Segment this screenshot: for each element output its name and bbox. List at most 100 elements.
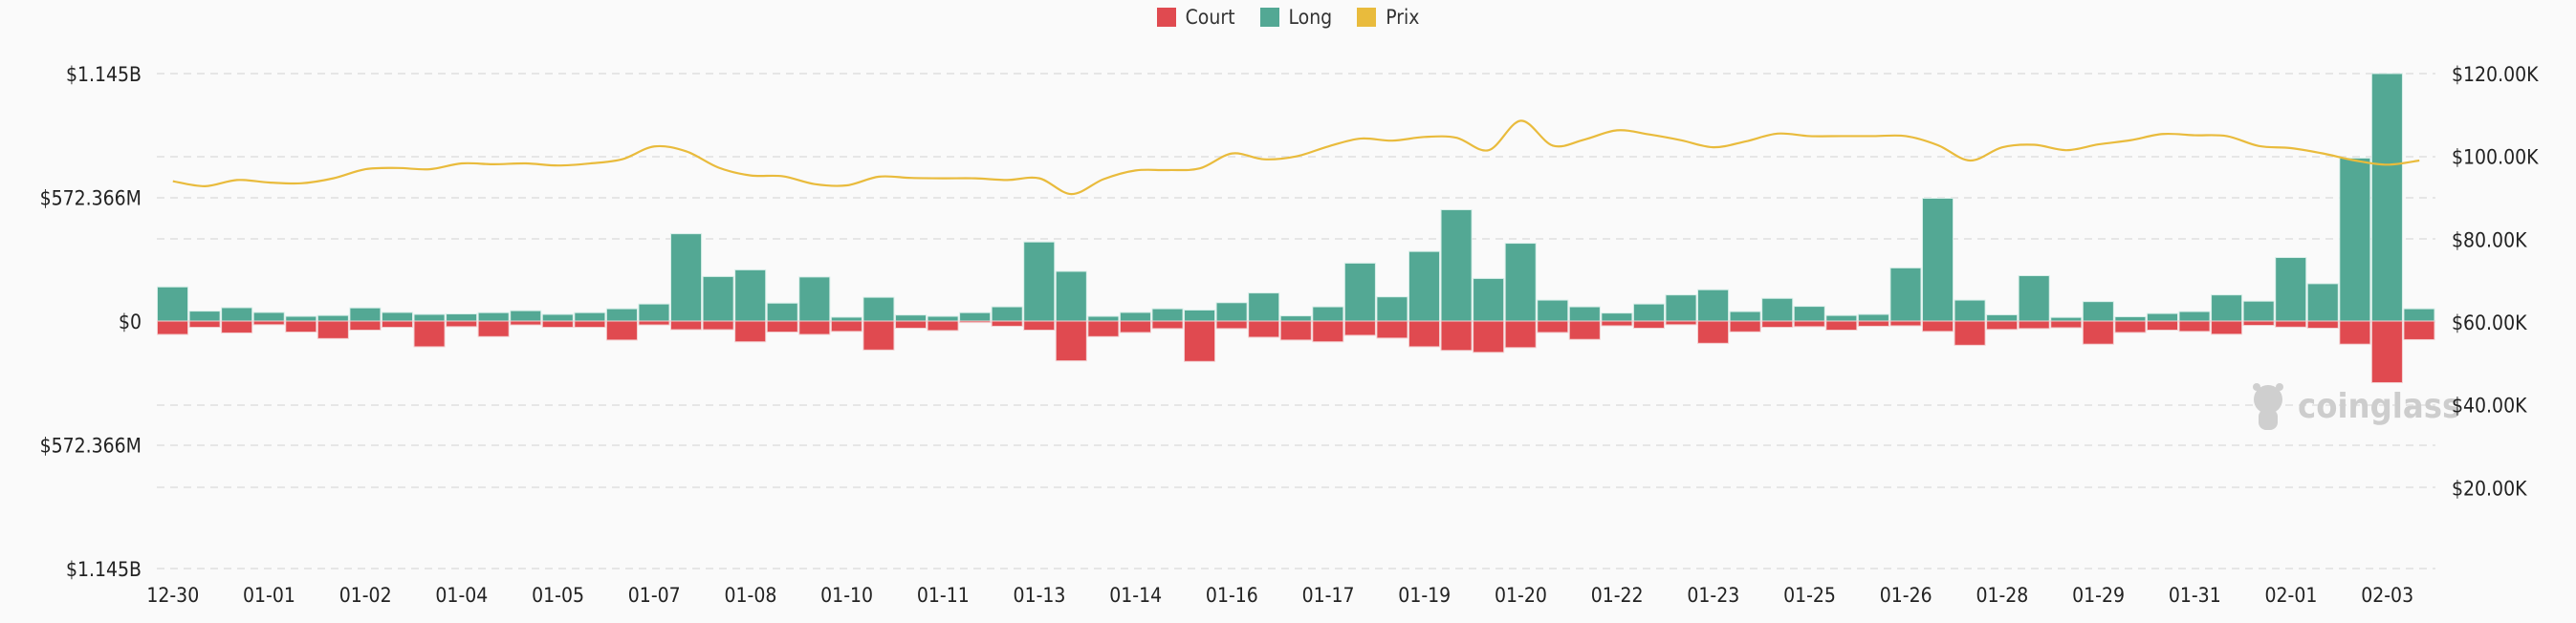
long-bar[interactable] xyxy=(1343,262,1376,322)
long-bar[interactable] xyxy=(413,313,446,322)
long-bar[interactable] xyxy=(798,276,831,322)
long-bar[interactable] xyxy=(285,315,317,322)
short-bar[interactable] xyxy=(2178,320,2211,333)
long-bar[interactable] xyxy=(1023,241,1056,322)
short-bar[interactable] xyxy=(798,320,831,335)
short-bar[interactable] xyxy=(1857,320,1889,327)
short-bar[interactable] xyxy=(1023,320,1056,332)
long-bar[interactable] xyxy=(252,312,285,322)
long-bar[interactable] xyxy=(1087,315,1120,322)
long-bar[interactable] xyxy=(2403,308,2435,322)
short-bar[interactable] xyxy=(574,320,606,329)
short-bar[interactable] xyxy=(2306,320,2339,329)
long-bar[interactable] xyxy=(477,312,510,322)
short-bar[interactable] xyxy=(670,320,703,331)
long-bar[interactable] xyxy=(638,303,670,322)
short-bar[interactable] xyxy=(1729,320,1761,333)
short-bar[interactable] xyxy=(1087,320,1120,337)
long-bar[interactable] xyxy=(1408,250,1441,322)
short-bar[interactable] xyxy=(927,320,959,332)
short-bar[interactable] xyxy=(1889,320,1922,327)
short-bar[interactable] xyxy=(894,320,928,329)
long-bar[interactable] xyxy=(2242,300,2275,322)
long-bar[interactable] xyxy=(2050,316,2083,322)
long-bar[interactable] xyxy=(510,310,542,322)
long-bar[interactable] xyxy=(894,314,928,322)
long-bar[interactable] xyxy=(991,306,1023,322)
long-bar[interactable] xyxy=(2114,315,2147,322)
long-bar[interactable] xyxy=(862,296,895,322)
long-bar[interactable] xyxy=(1825,314,1858,322)
long-bar[interactable] xyxy=(1601,312,1633,322)
long-bar[interactable] xyxy=(702,275,734,322)
short-bar[interactable] xyxy=(1215,320,1248,330)
long-bar[interactable] xyxy=(1312,306,1344,322)
long-bar[interactable] xyxy=(2178,311,2211,322)
long-bar[interactable] xyxy=(157,286,189,322)
long-bar[interactable] xyxy=(1215,302,1248,322)
long-bar[interactable] xyxy=(1184,309,1216,322)
long-bar[interactable] xyxy=(1793,306,1825,322)
long-bar[interactable] xyxy=(446,313,478,322)
short-bar[interactable] xyxy=(2114,320,2147,333)
short-bar[interactable] xyxy=(317,320,349,339)
long-bar[interactable] xyxy=(734,269,767,322)
long-bar[interactable] xyxy=(574,312,606,322)
long-bar[interactable] xyxy=(830,316,862,322)
short-bar[interactable] xyxy=(1601,320,1633,327)
short-bar[interactable] xyxy=(541,320,574,329)
long-bar[interactable] xyxy=(1921,198,1954,322)
short-bar[interactable] xyxy=(1825,320,1858,332)
short-bar[interactable] xyxy=(959,320,992,324)
long-bar[interactable] xyxy=(349,307,382,322)
short-bar[interactable] xyxy=(1151,320,1184,330)
short-bar[interactable] xyxy=(1504,320,1537,349)
long-bar[interactable] xyxy=(1537,299,1569,322)
long-bar[interactable] xyxy=(221,307,253,322)
long-bar[interactable] xyxy=(959,312,992,322)
short-bar[interactable] xyxy=(1119,320,1151,333)
short-bar[interactable] xyxy=(510,320,542,326)
long-bar[interactable] xyxy=(2018,274,2050,322)
short-bar[interactable] xyxy=(1568,320,1601,340)
short-bar[interactable] xyxy=(446,320,478,328)
short-bar[interactable] xyxy=(1793,320,1825,328)
long-bar[interactable] xyxy=(1568,306,1601,322)
short-bar[interactable] xyxy=(734,320,767,343)
short-bar[interactable] xyxy=(1954,320,1986,346)
long-bar[interactable] xyxy=(541,313,574,322)
short-bar[interactable] xyxy=(1697,320,1730,344)
long-bar[interactable] xyxy=(317,314,349,322)
short-bar[interactable] xyxy=(188,320,221,329)
short-bar[interactable] xyxy=(413,320,446,348)
long-bar[interactable] xyxy=(1473,277,1505,322)
short-bar[interactable] xyxy=(605,320,638,341)
short-bar[interactable] xyxy=(2370,320,2403,383)
long-bar[interactable] xyxy=(1504,243,1537,322)
long-bar[interactable] xyxy=(605,308,638,322)
long-bar[interactable] xyxy=(1279,315,1312,322)
legend-item-prix[interactable]: Prix xyxy=(1357,6,1419,29)
long-bar[interactable] xyxy=(1697,289,1730,322)
long-bar[interactable] xyxy=(1055,270,1087,322)
long-bar[interactable] xyxy=(2275,256,2307,322)
short-bar[interactable] xyxy=(1408,320,1441,348)
long-bar[interactable] xyxy=(1376,296,1408,322)
short-bar[interactable] xyxy=(991,320,1023,327)
short-bar[interactable] xyxy=(349,320,382,332)
short-bar[interactable] xyxy=(2211,320,2243,335)
long-bar[interactable] xyxy=(927,315,959,322)
long-bar[interactable] xyxy=(2146,312,2178,322)
short-bar[interactable] xyxy=(2050,320,2083,329)
short-bar[interactable] xyxy=(1312,320,1344,343)
long-bar[interactable] xyxy=(2211,294,2243,322)
long-bar[interactable] xyxy=(1857,313,1889,322)
short-bar[interactable] xyxy=(2339,320,2371,345)
short-bar[interactable] xyxy=(157,320,189,335)
long-bar[interactable] xyxy=(766,302,798,322)
long-bar[interactable] xyxy=(1761,297,1794,322)
short-bar[interactable] xyxy=(285,320,317,333)
short-bar[interactable] xyxy=(1440,320,1473,352)
long-bar[interactable] xyxy=(2306,283,2339,322)
short-bar[interactable] xyxy=(862,320,895,351)
